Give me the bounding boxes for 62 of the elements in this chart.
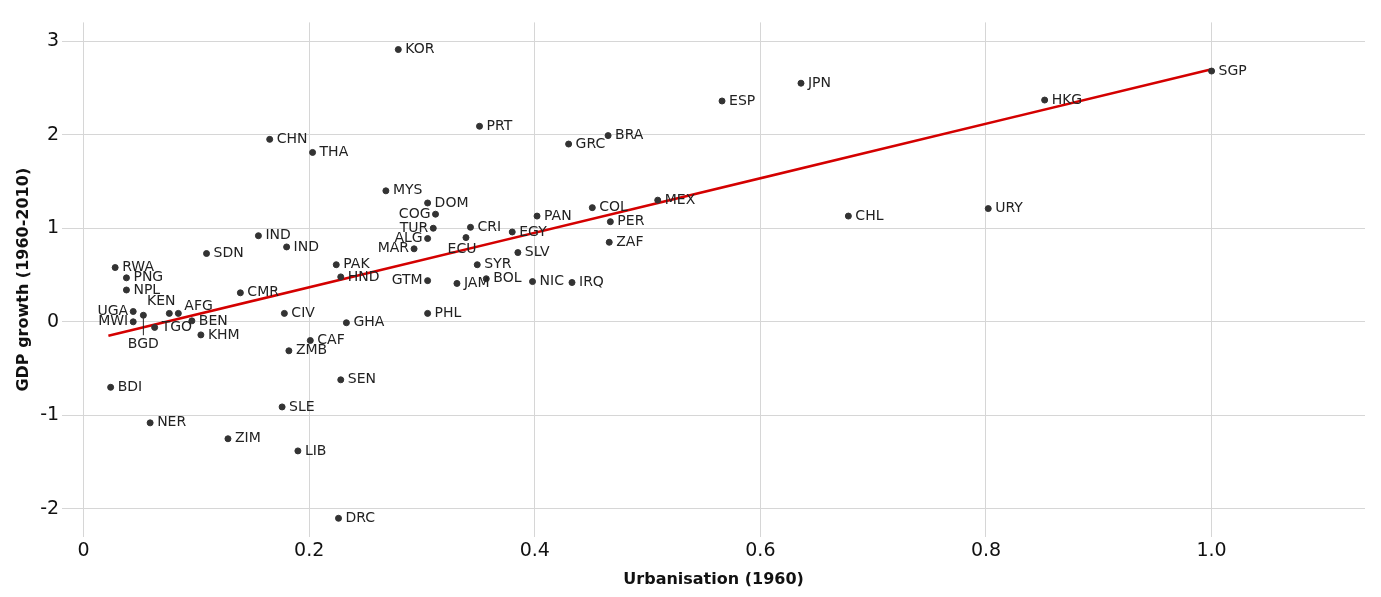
annotation: CHN: [276, 130, 308, 146]
annotation: BGD: [127, 334, 159, 351]
x-tick-label: 0.2: [294, 538, 325, 561]
y-tick-label: 0: [47, 308, 60, 331]
annotation: COG: [398, 204, 431, 221]
annotation: KOR: [405, 40, 435, 57]
y-tick-label: 1: [47, 215, 60, 238]
annotation: BOL: [493, 269, 522, 286]
annotation: KHM: [207, 325, 240, 342]
y-tick-label: 3: [47, 28, 60, 51]
annotation: SLE: [289, 397, 315, 414]
annotation: KEN: [147, 292, 176, 309]
annotation: BRA: [615, 126, 644, 143]
annotation: MYS: [392, 181, 423, 198]
annotation: SYR: [484, 255, 512, 272]
annotation: TGO: [160, 318, 193, 335]
annotation: GTM: [391, 271, 423, 288]
annotation: AFG: [184, 297, 213, 314]
annotation: IND: [265, 226, 291, 243]
x-axis-title: Urbanisation (1960): [623, 568, 804, 588]
y-tick-label: -2: [40, 495, 60, 518]
annotation: GHA: [353, 313, 385, 330]
annotation: PER: [617, 212, 645, 229]
annotation: CRI: [477, 217, 502, 234]
annotation: COL: [599, 198, 629, 215]
annotation: NER: [157, 413, 187, 430]
annotation: CIV: [291, 304, 316, 321]
annotation: LIB: [304, 441, 327, 458]
annotation: URY: [995, 199, 1024, 216]
annotation: SGP: [1218, 61, 1247, 78]
x-tick-label: 1.0: [1196, 538, 1227, 561]
annotation: BDI: [117, 377, 143, 394]
annotation: THA: [318, 143, 349, 160]
annotation: DRC: [345, 508, 376, 525]
annotation: HKG: [1051, 90, 1083, 107]
annotation: ZAF: [616, 232, 644, 249]
annotation: NIC: [539, 272, 565, 289]
x-tick-label: 0.6: [745, 538, 776, 561]
annotation: IND: [293, 237, 320, 254]
y-tick-label: 2: [47, 121, 60, 144]
annotation: CMR: [247, 283, 280, 300]
y-axis-title: GDP growth (1960-2010): [12, 167, 32, 392]
x-tick-label: 0: [77, 538, 90, 561]
annotation: PAN: [544, 206, 572, 223]
x-tick-label: 0.8: [970, 538, 1002, 561]
x-tick-label: 0.4: [519, 538, 550, 561]
annotation: SDN: [213, 244, 244, 261]
annotation: IRQ: [579, 273, 604, 290]
annotation: BEN: [198, 311, 228, 328]
annotation: ZIM: [234, 429, 261, 446]
annotation: PRT: [486, 116, 513, 133]
annotation: SEN: [347, 370, 376, 387]
y-tick-label: -1: [40, 402, 60, 425]
annotation: ESP: [729, 91, 756, 108]
annotation: JAM: [462, 274, 490, 291]
annotation: GRC: [575, 134, 606, 151]
annotation: SLV: [524, 243, 551, 260]
annotation: PHL: [434, 304, 462, 321]
annotation: DOM: [434, 193, 469, 210]
annotation: PAK: [343, 255, 371, 272]
annotation: CHL: [855, 206, 884, 223]
annotation: JPN: [806, 73, 832, 90]
